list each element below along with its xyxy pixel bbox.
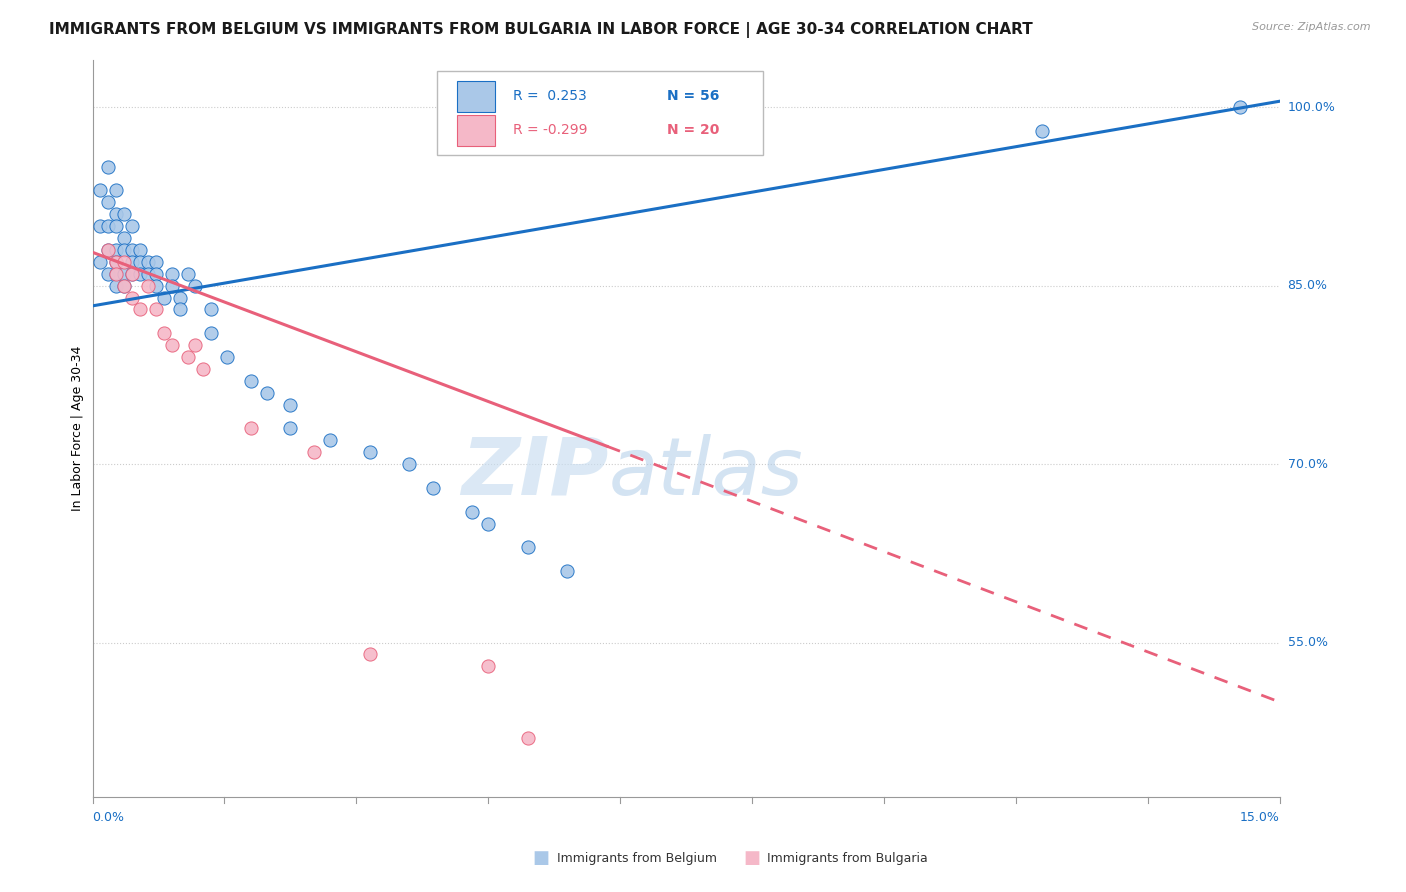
Bar <box>457 80 495 112</box>
Point <box>169 291 191 305</box>
Point <box>112 231 135 245</box>
Point <box>121 255 143 269</box>
Point <box>112 255 135 269</box>
Point <box>359 445 381 459</box>
Text: ■: ■ <box>744 849 761 867</box>
Text: N = 56: N = 56 <box>666 89 720 103</box>
Point <box>184 338 207 352</box>
Point <box>160 267 183 281</box>
Point <box>136 255 159 269</box>
Text: Source: ZipAtlas.com: Source: ZipAtlas.com <box>1253 22 1371 32</box>
Point <box>105 243 128 257</box>
Point <box>160 278 183 293</box>
Point <box>121 267 143 281</box>
Point <box>477 516 499 531</box>
Point <box>239 374 262 388</box>
Point <box>97 219 120 234</box>
Point <box>105 267 128 281</box>
Point <box>302 445 325 459</box>
Text: 0.0%: 0.0% <box>93 812 125 824</box>
Point <box>200 326 222 341</box>
Text: ■: ■ <box>533 849 550 867</box>
Point <box>461 505 484 519</box>
Text: 70.0%: 70.0% <box>1288 458 1327 471</box>
Point <box>97 243 120 257</box>
Text: IMMIGRANTS FROM BELGIUM VS IMMIGRANTS FROM BULGARIA IN LABOR FORCE | AGE 30-34 C: IMMIGRANTS FROM BELGIUM VS IMMIGRANTS FR… <box>49 22 1033 38</box>
Point <box>129 243 152 257</box>
Point <box>516 731 538 745</box>
Point <box>193 362 215 376</box>
Point <box>105 267 128 281</box>
Point <box>105 219 128 234</box>
Point <box>145 302 167 317</box>
Point <box>280 421 302 435</box>
Point <box>280 398 302 412</box>
Point <box>112 278 135 293</box>
Point <box>145 278 167 293</box>
Point <box>112 207 135 221</box>
Point <box>105 184 128 198</box>
Point <box>112 278 135 293</box>
Point <box>121 267 143 281</box>
Point <box>89 255 111 269</box>
Text: 100.0%: 100.0% <box>1288 101 1336 113</box>
Point <box>121 219 143 234</box>
Text: Immigrants from Belgium: Immigrants from Belgium <box>553 852 717 864</box>
Point <box>557 564 579 578</box>
Point <box>1031 124 1053 138</box>
Point <box>105 255 128 269</box>
Point <box>105 207 128 221</box>
Point <box>97 243 120 257</box>
Point <box>89 219 111 234</box>
FancyBboxPatch shape <box>437 70 763 155</box>
Point <box>184 278 207 293</box>
Text: 85.0%: 85.0% <box>1288 279 1327 293</box>
Point <box>112 267 135 281</box>
Point <box>422 481 444 495</box>
Text: ZIP: ZIP <box>461 434 609 512</box>
Point <box>97 195 120 210</box>
Point <box>217 350 239 364</box>
Point <box>176 267 198 281</box>
Point <box>97 160 120 174</box>
Point <box>145 255 167 269</box>
Point <box>105 278 128 293</box>
Bar <box>457 115 495 145</box>
Point <box>176 350 198 364</box>
Point <box>129 267 152 281</box>
Point <box>239 421 262 435</box>
Text: Immigrants from Bulgaria: Immigrants from Bulgaria <box>763 852 928 864</box>
Text: N = 20: N = 20 <box>666 123 720 137</box>
Point <box>169 302 191 317</box>
Point <box>97 267 120 281</box>
Text: R =  0.253: R = 0.253 <box>513 89 586 103</box>
Point <box>129 255 152 269</box>
Point <box>121 291 143 305</box>
Point <box>477 659 499 673</box>
Point <box>112 243 135 257</box>
Point <box>121 243 143 257</box>
Point <box>129 302 152 317</box>
Text: R = -0.299: R = -0.299 <box>513 123 588 137</box>
Point <box>200 302 222 317</box>
Y-axis label: In Labor Force | Age 30-34: In Labor Force | Age 30-34 <box>72 346 84 511</box>
Point <box>105 255 128 269</box>
Point <box>152 326 174 341</box>
Point <box>160 338 183 352</box>
Point <box>516 541 538 555</box>
Text: atlas: atlas <box>609 434 804 512</box>
Point <box>136 278 159 293</box>
Point <box>359 648 381 662</box>
Point <box>398 457 420 471</box>
Point <box>1229 100 1251 114</box>
Point <box>256 385 278 400</box>
Point <box>145 267 167 281</box>
Text: 15.0%: 15.0% <box>1240 812 1279 824</box>
Point <box>89 184 111 198</box>
Text: 55.0%: 55.0% <box>1288 636 1327 649</box>
Point <box>136 267 159 281</box>
Point <box>152 291 174 305</box>
Point <box>319 434 342 448</box>
